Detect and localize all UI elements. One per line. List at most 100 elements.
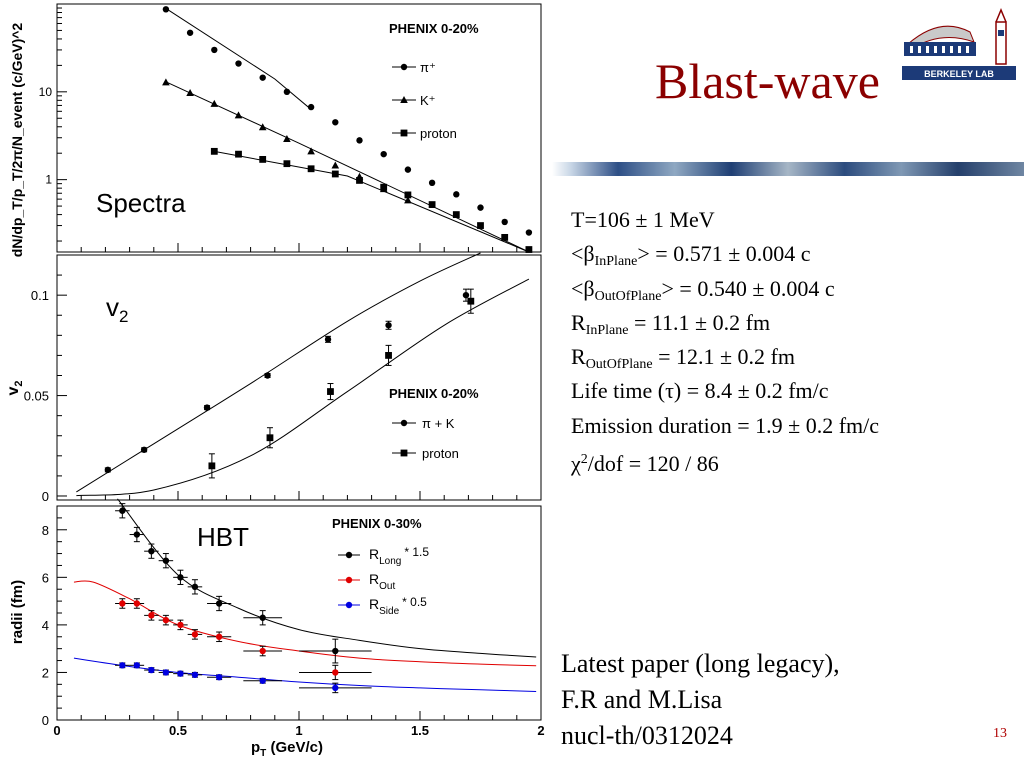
legend-label: RSide* 0.5	[369, 595, 427, 617]
y-tick-label: 10	[39, 85, 53, 99]
parameter-subscript: InPlane	[585, 322, 629, 338]
data-point	[162, 616, 170, 624]
parameter-symbol: <β	[571, 275, 595, 301]
parameter-value: = 12.1 ± 0.2 fm	[652, 344, 795, 370]
data-point	[467, 297, 475, 305]
legend-marker	[345, 601, 353, 609]
data-point	[133, 531, 141, 538]
y-tick-label: 8	[42, 523, 49, 538]
berkeley-lab-logo: BERKELEY LAB	[902, 8, 1016, 80]
data-point	[259, 74, 266, 81]
parameter-value: /dof = 120 / 86	[587, 451, 719, 477]
data-point	[186, 29, 194, 36]
hbt-panel: 0 2 4 6 8 0 0.5 1 1.5 2 radii (fm) pT (GeV/c) HBT PHE…	[9, 498, 545, 759]
data-point	[210, 99, 219, 107]
data-point	[191, 671, 199, 679]
parameter-row: ROutOfPlane = 12.1 ± 0.2 fm	[571, 340, 879, 374]
fit-line	[165, 81, 530, 253]
data-point	[385, 352, 392, 359]
data-point	[380, 150, 387, 158]
legend-label: ROut	[369, 571, 395, 592]
data-point	[331, 170, 339, 178]
y-axis-label: v2	[5, 380, 25, 395]
y-tick-label: 2	[42, 665, 49, 680]
data-point	[119, 600, 126, 607]
panel-label: Spectra	[96, 188, 186, 218]
paper-note: Latest paper (long legacy), F.R and M.Lis…	[561, 646, 840, 754]
parameter-symbol: χ	[571, 451, 581, 477]
data-point	[203, 404, 211, 411]
fit-line	[73, 657, 537, 692]
data-point	[356, 137, 363, 144]
data-point	[428, 201, 436, 208]
data-point	[215, 674, 223, 681]
data-point	[477, 222, 484, 229]
data-point	[177, 670, 184, 677]
data-point	[404, 196, 412, 204]
legend-label: π + K	[422, 416, 455, 431]
legend-marker	[400, 449, 408, 457]
data-point	[356, 177, 363, 184]
data-point	[453, 191, 460, 198]
y-tick-label: 0.1	[31, 288, 49, 303]
x-tick-label: 2	[537, 723, 544, 738]
plot-frame	[56, 254, 542, 501]
data-point	[259, 156, 267, 163]
x-tick-label: 1	[295, 723, 302, 738]
data-point	[258, 123, 267, 131]
x-axis-label-unit: (GeV/c)	[266, 739, 323, 756]
data-point	[215, 600, 223, 607]
legend-label-sub: Side	[379, 606, 399, 617]
data-point	[234, 111, 243, 119]
data-point	[162, 78, 170, 86]
data-point	[283, 135, 291, 143]
plots-figure: 1 10 dN/dp_T/p_T/2π/N_event (c/GeV)^2 Spect…	[5, 3, 545, 759]
data-point	[404, 191, 412, 199]
legend-marker	[345, 551, 353, 559]
data-point	[283, 160, 291, 168]
y-tick-label: 0	[42, 713, 49, 728]
legend-title: PHENIX 0-20%	[389, 21, 479, 36]
y-axis-label: dN/dp_T/p_T/2π/N_event (c/GeV)^2	[9, 23, 25, 258]
data-point	[259, 614, 266, 621]
data-point	[259, 647, 266, 655]
data-point	[210, 147, 218, 155]
data-point	[264, 372, 271, 379]
data-point	[148, 612, 155, 619]
data-point	[380, 183, 388, 191]
panel-label-sub: 2	[119, 307, 128, 326]
panel-label: HBT	[197, 522, 249, 552]
legend-marker	[400, 129, 408, 137]
parameter-value: = 11.1 ± 0.2 fm	[628, 309, 771, 335]
y-tick-label: 6	[42, 570, 49, 585]
x-axis-label-sub: T	[260, 748, 266, 759]
legend-label: K⁺	[420, 93, 436, 108]
fit-line	[73, 580, 537, 667]
legend-marker	[400, 96, 408, 103]
data-point	[525, 246, 533, 253]
spectra-panel: 1 10 dN/dp_T/p_T/2π/N_event (c/GeV)^2 Spect…	[9, 3, 542, 258]
parameter-row: <βInPlane> = 0.571 ± 0.004 c	[571, 237, 879, 271]
data-point	[327, 388, 334, 395]
data-point	[332, 669, 339, 676]
y-tick-label: 4	[42, 618, 49, 633]
data-point	[191, 583, 199, 591]
data-point	[191, 631, 199, 638]
data-point	[525, 229, 533, 236]
data-point	[162, 6, 170, 13]
data-point	[462, 291, 470, 299]
legend-title: PHENIX 0-20%	[389, 386, 479, 401]
data-point	[162, 669, 170, 676]
parameter-row: χ2/dof = 120 / 86	[571, 443, 879, 477]
fit-line	[214, 150, 530, 253]
data-point	[148, 547, 155, 555]
paper-note-line: F.R and M.Lisa	[561, 685, 723, 714]
data-point	[501, 218, 508, 226]
legend-marker	[345, 576, 353, 584]
parameter-row: RInPlane = 11.1 ± 0.2 fm	[571, 306, 879, 340]
data-point	[332, 684, 339, 692]
data-point	[133, 662, 141, 669]
data-point	[119, 507, 126, 514]
fit-line	[117, 498, 537, 658]
blast-wave-parameters: T=106 ± 1 MeV <βInPlane> = 0.571 ± 0.004 …	[571, 203, 879, 477]
